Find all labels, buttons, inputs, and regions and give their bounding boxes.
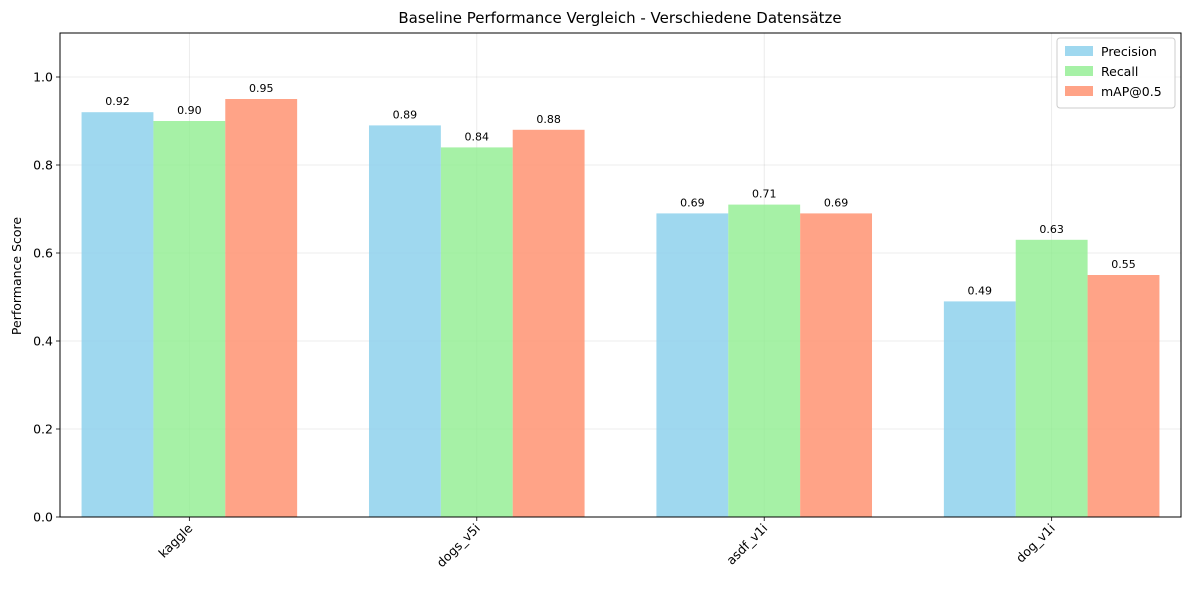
bar-recall-dogs-v5i [440, 147, 513, 517]
bar-map-0-5-dog-v1i [1087, 275, 1160, 517]
legend-label: Recall [1101, 64, 1138, 79]
bar-value-label: 0.88 [536, 113, 561, 126]
bar-precision-dog-v1i [943, 301, 1016, 517]
bar-value-label: 0.84 [465, 130, 490, 143]
bar-recall-kaggle [153, 121, 226, 517]
y-tick-label: 0.6 [33, 246, 53, 261]
bar-value-label: 0.49 [968, 284, 993, 297]
legend-swatch [1065, 86, 1093, 96]
bar-value-label: 0.90 [177, 104, 202, 117]
bar-map-0-5-kaggle [225, 99, 298, 517]
bar-value-label: 0.89 [393, 108, 418, 121]
bar-series [81, 99, 1160, 518]
bar-map-0-5-asdf-v1i [800, 213, 873, 517]
legend-swatch [1065, 66, 1093, 76]
bar-precision-dogs-v5i [368, 125, 441, 518]
data-labels: 0.92 0.89 0.69 0.49 0.90 0.84 0.71 0.63 0.95 0.88… [105, 82, 1136, 297]
bar-value-label: 0.63 [1039, 223, 1064, 236]
bar-recall-asdf-v1i [728, 204, 801, 517]
bar-recall-dog-v1i [1015, 239, 1088, 518]
bar-value-label: 0.95 [249, 82, 274, 95]
bar-value-label: 0.92 [105, 95, 130, 108]
legend-label: mAP@0.5 [1101, 84, 1162, 99]
bar-map-0-5-dogs-v5i [512, 129, 585, 518]
bar-precision-kaggle [81, 112, 154, 517]
bar-value-label: 0.55 [1111, 258, 1136, 271]
chart-title: Baseline Performance Vergleich - Verschi… [398, 9, 841, 27]
bar-value-label: 0.69 [824, 196, 849, 209]
y-tick-label: 0.4 [33, 334, 53, 349]
legend-swatch [1065, 46, 1093, 56]
y-tick-label: 0.8 [33, 158, 53, 173]
y-tick-label: 0.2 [33, 422, 53, 437]
y-axis-label: Performance Score [9, 217, 24, 336]
bar-precision-asdf-v1i [656, 213, 729, 517]
plot-frame [59, 32, 1182, 518]
legend: Precision Recall mAP@0.5 [1056, 37, 1176, 109]
bar-value-label: 0.71 [752, 188, 777, 201]
y-tick-label: 0.0 [33, 510, 53, 525]
y-tick-label: 1.0 [33, 70, 53, 85]
bar-value-label: 0.69 [680, 196, 705, 209]
legend-label: Precision [1101, 44, 1157, 59]
